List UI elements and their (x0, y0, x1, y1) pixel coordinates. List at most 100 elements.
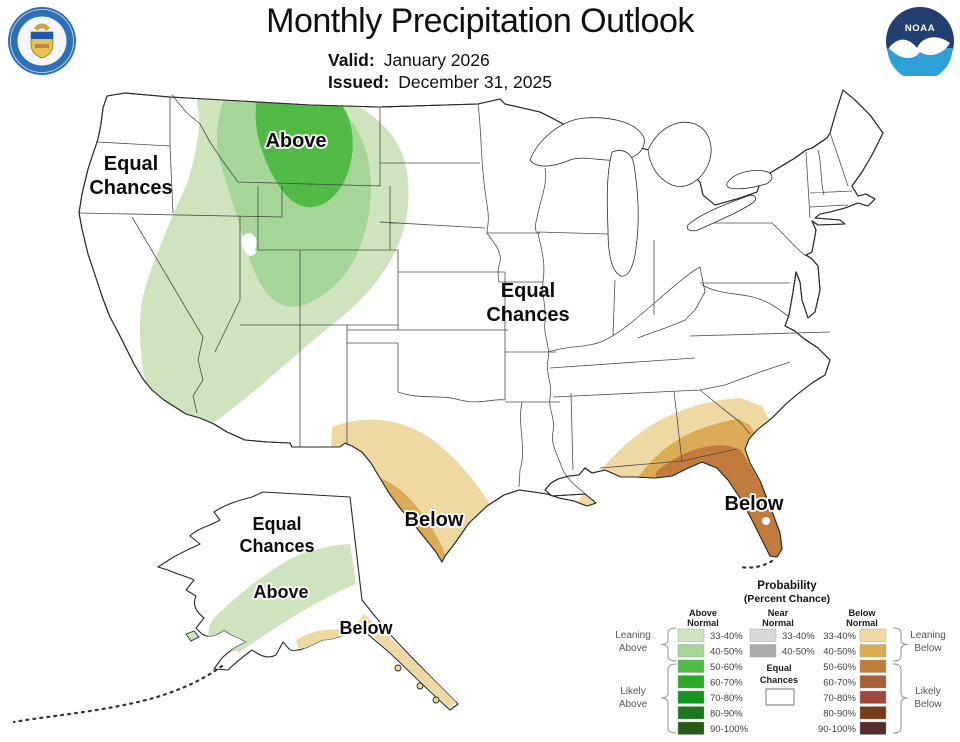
state-boundaries (78, 94, 853, 497)
svg-text:70-80%: 70-80% (823, 693, 856, 704)
legend-below-column: 33-40% 40-50% 50-60% 60-70% 70-80% 80-90… (818, 628, 887, 735)
label-texas-below: Below (405, 509, 464, 531)
svg-text:Below: Below (914, 643, 942, 654)
legend-equal-chances-label: Equal (766, 663, 791, 673)
legend-swatch-below-80-90 (859, 706, 887, 720)
legend-swatch-below-33-40 (859, 628, 887, 642)
legend-equal-chances-swatch (765, 688, 795, 706)
svg-text:40-50%: 40-50% (710, 647, 743, 658)
alaska-panhandle-islands (394, 664, 440, 704)
svg-text:Below: Below (914, 699, 942, 710)
issued-row: Issued: December 31, 2025 (328, 71, 552, 93)
great-lakes (529, 117, 773, 277)
legend-swatch-above-50-60 (677, 659, 705, 673)
noaa-seagull-icon (889, 37, 950, 58)
svg-text:Chances: Chances (760, 675, 798, 685)
legend-near-header: Near (768, 608, 789, 618)
svg-text:70-80%: 70-80% (710, 693, 743, 704)
svg-text:80-90%: 80-90% (710, 709, 743, 720)
legend-leaning-below: Leaning (910, 630, 946, 641)
lake-erie (686, 194, 756, 232)
florida-keys (739, 559, 774, 569)
legend-swatch-above-90-100 (677, 721, 705, 735)
svg-text:33-40%: 33-40% (823, 631, 856, 642)
label-central-equal-chances: Equal (501, 280, 555, 302)
svg-text:33-40%: 33-40% (782, 631, 815, 642)
valid-label: Valid: (328, 50, 375, 70)
legend-swatch-above-33-40 (677, 628, 705, 642)
lake-michigan (606, 150, 639, 277)
svg-text:40-50%: 40-50% (782, 647, 815, 658)
svg-text:80-90%: 80-90% (823, 709, 856, 720)
above-normal-region-alaska-33-40 (208, 544, 356, 652)
legend-swatch-above-60-70 (677, 675, 705, 689)
page-title: Monthly Precipitation Outlook (266, 2, 694, 40)
label-west-above: Above (265, 130, 326, 152)
svg-text:Chances: Chances (89, 177, 172, 199)
legend-likely-above: Likely (620, 686, 646, 697)
label-southeast-below: Below (725, 493, 784, 515)
dept-of-commerce-logo (8, 7, 76, 75)
svg-text:40-50%: 40-50% (823, 647, 856, 658)
legend-swatch-below-60-70 (859, 675, 887, 689)
legend-swatch-below-40-50 (859, 644, 887, 658)
legend-swatch-below-70-80 (859, 690, 887, 704)
below-normal-region-alaska-coast-33-40 (256, 614, 456, 708)
legend-likely-below: Likely (915, 686, 941, 697)
svg-text:Above: Above (619, 643, 648, 654)
svg-text:Chances: Chances (486, 304, 569, 326)
legend-title: Probability (757, 580, 817, 592)
svg-text:Normal: Normal (846, 618, 878, 628)
svg-text:60-70%: 60-70% (823, 678, 856, 689)
map-region-labels: Equal Chances Above Equal Chances Below … (89, 128, 785, 640)
legend-swatch-above-40-50 (677, 644, 705, 658)
legend-above-header: Above (689, 608, 717, 618)
seal-emblem (30, 23, 54, 59)
legend-leaning-above: Leaning (615, 630, 651, 641)
legend-swatch-above-70-80 (677, 690, 705, 704)
great-salt-lake (241, 233, 257, 256)
legend-subtitle: (Percent Chance) (744, 593, 830, 605)
label-alaska-below: Below (339, 618, 393, 638)
label-alaska-equal-chances: Equal (252, 514, 301, 534)
svg-text:Above: Above (619, 699, 648, 710)
aleutian-islands-chain (12, 664, 224, 724)
legend-below-header: Below (848, 608, 876, 618)
svg-text:90-100%: 90-100% (710, 724, 749, 735)
svg-text:50-60%: 50-60% (710, 662, 743, 673)
label-nw-equal-chances: Equal (104, 153, 158, 175)
label-alaska-above: Above (253, 582, 308, 602)
legend-above-column: 33-40% 40-50% 50-60% 60-70% 70-80% 80-90… (677, 628, 749, 735)
legend-swatch-below-50-60 (859, 659, 887, 673)
noaa-logo-text: NOAA (905, 23, 935, 34)
validity-block: Valid: January 2026 Issued: December 31, 2… (328, 49, 552, 93)
legend-near-column: 33-40% 40-50% Equal Chances (749, 628, 815, 706)
issued-value: December 31, 2025 (398, 72, 552, 92)
svg-text:90-100%: 90-100% (818, 724, 857, 735)
noaa-logo: NOAA (886, 7, 954, 76)
legend-swatch-below-90-100 (859, 721, 887, 735)
lake-huron (647, 121, 712, 187)
legend-braces (660, 627, 909, 734)
svg-text:33-40%: 33-40% (710, 631, 743, 642)
legend-swatch-near-33-40 (749, 628, 777, 642)
probability-legend: Probability (Percent Chance) Above Norma… (615, 580, 946, 735)
legend-swatch-above-80-90 (677, 706, 705, 720)
svg-text:Chances: Chances (239, 536, 314, 556)
valid-row: Valid: January 2026 (328, 49, 552, 71)
valid-value: January 2026 (383, 50, 490, 70)
issued-label: Issued: (328, 72, 390, 92)
below-normal-region-texas-33-40 (330, 419, 498, 562)
above-normal-region-west-50-60 (255, 90, 353, 208)
svg-text:50-60%: 50-60% (823, 662, 856, 673)
legend-swatch-near-40-50 (749, 644, 777, 658)
alaska-green-islet (185, 630, 200, 642)
svg-text:Normal: Normal (687, 618, 719, 628)
svg-text:Normal: Normal (762, 618, 794, 628)
svg-text:60-70%: 60-70% (710, 678, 743, 689)
lake-ontario (726, 170, 773, 190)
below-normal-region-southeast-50-60 (655, 445, 795, 562)
lake-okeechobee (762, 517, 770, 525)
